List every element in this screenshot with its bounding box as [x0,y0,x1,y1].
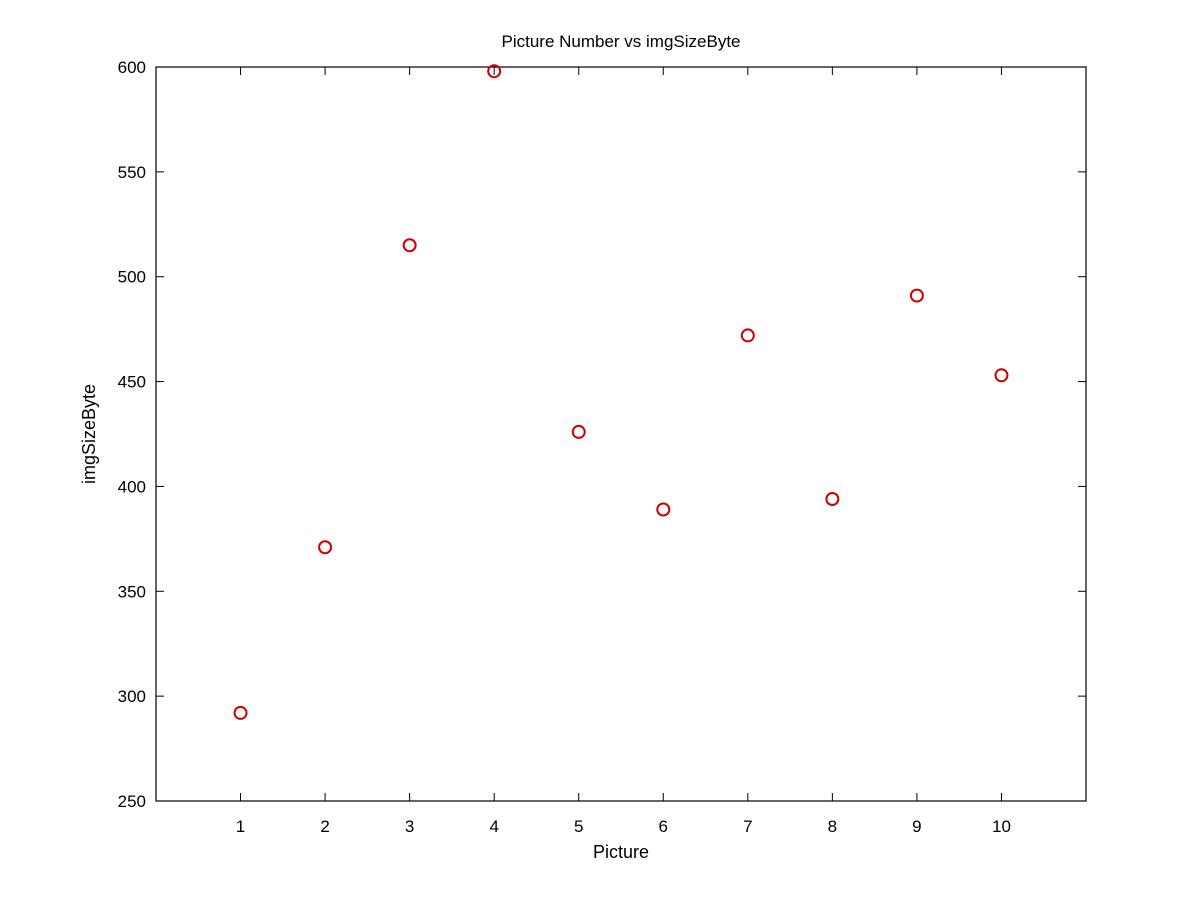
data-point [740,328,755,343]
y-axis-label: imgSizeByte [79,384,99,484]
x-axis-label: Picture [593,842,649,862]
data-point [233,705,248,720]
x-tick-label: 1 [236,817,245,836]
x-tick-label: 2 [320,817,329,836]
x-tick-label: 5 [574,817,583,836]
x-tick-label: 8 [828,817,837,836]
data-point [909,288,924,303]
data-point [487,64,502,79]
plot-area-frame [155,66,1087,802]
x-tick-label: 9 [912,817,921,836]
y-tick-label: 600 [118,58,146,77]
data-point [402,238,417,253]
y-tick-label: 250 [118,792,146,811]
y-tick-label: 450 [118,373,146,392]
y-tick-label: 500 [118,268,146,287]
x-tick-label: 10 [992,817,1011,836]
x-tick-label: 4 [489,817,498,836]
data-point [994,368,1009,383]
y-tick-label: 300 [118,687,146,706]
x-axis: 1 2 3 4 5 6 7 8 9 10 [236,67,1011,836]
x-tick-label: 6 [659,817,668,836]
y-tick-label: 550 [118,163,146,182]
y-axis: 250 300 350 400 450 500 550 600 [118,58,1086,811]
x-tick-label: 3 [405,817,414,836]
data-points [233,64,1009,720]
data-point [656,502,671,517]
data-point [571,424,586,439]
y-tick-label: 400 [118,477,146,496]
chart-title: Picture Number vs imgSizeByte [501,32,740,51]
x-tick-label: 7 [743,817,752,836]
y-tick-label: 350 [118,582,146,601]
data-point [318,540,333,555]
data-point [825,492,840,507]
